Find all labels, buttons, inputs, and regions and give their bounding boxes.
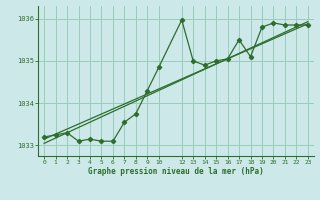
X-axis label: Graphe pression niveau de la mer (hPa): Graphe pression niveau de la mer (hPa) — [88, 167, 264, 176]
